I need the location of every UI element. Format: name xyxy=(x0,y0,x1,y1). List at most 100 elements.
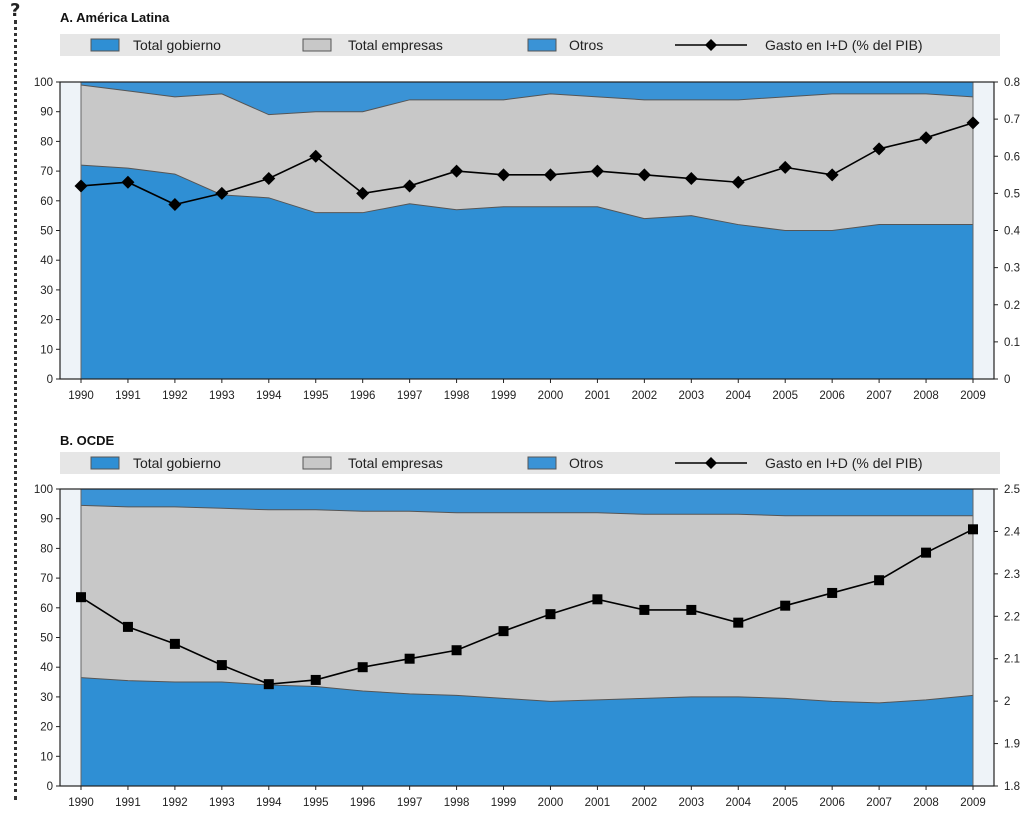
data-point-square xyxy=(122,621,133,632)
x-tick-label: 2009 xyxy=(960,390,986,402)
x-tick-label: 1994 xyxy=(256,390,282,402)
x-tick-label: 2002 xyxy=(632,797,658,809)
x-tick-label: 2008 xyxy=(913,797,939,809)
y-left-tick-label: 70 xyxy=(40,166,53,178)
x-tick-label: 1998 xyxy=(444,797,470,809)
y-right-tick-label: 0.1 xyxy=(1004,337,1020,349)
x-tick-label: 1998 xyxy=(444,390,470,402)
dotted-margin-line xyxy=(14,20,25,800)
chart-title: B. OCDE xyxy=(60,433,115,448)
x-tick-label: 2004 xyxy=(725,797,751,809)
y-right-tick-label: 2 xyxy=(1004,696,1010,708)
data-point-diamond xyxy=(121,175,135,189)
y-left-tick-label: 10 xyxy=(40,751,53,763)
data-point-diamond xyxy=(356,186,370,200)
y-left-tick-label: 10 xyxy=(40,344,53,356)
data-point-diamond xyxy=(919,131,933,145)
y-left-tick-label: 100 xyxy=(34,77,53,89)
y-left-tick-label: 30 xyxy=(40,285,53,297)
y-left-tick-label: 40 xyxy=(40,255,53,267)
data-point-square xyxy=(451,645,462,656)
x-tick-label: 2009 xyxy=(960,797,986,809)
legend-label: Gasto en I+D (% del PIB) xyxy=(765,455,923,471)
x-tick-label: 2003 xyxy=(679,390,705,402)
x-tick-label: 1992 xyxy=(162,390,188,402)
x-tick-label: 1993 xyxy=(209,797,235,809)
plot-edge-strip-right xyxy=(973,82,994,379)
data-point-diamond xyxy=(637,168,651,182)
line-gasto-id xyxy=(80,528,974,685)
boundary-gobierno xyxy=(80,677,974,704)
x-tick-label: 2001 xyxy=(585,797,611,809)
data-point-square xyxy=(169,638,180,649)
legend-swatch xyxy=(90,456,120,470)
data-point-square xyxy=(76,592,86,603)
y-left-tick-label: 30 xyxy=(40,692,53,704)
data-point-diamond xyxy=(309,149,323,163)
y-left-tick-label: 90 xyxy=(40,107,53,119)
data-point-square xyxy=(216,660,227,671)
data-point-diamond xyxy=(497,168,511,182)
y-left-tick-label: 60 xyxy=(40,196,53,208)
x-tick-label: 2000 xyxy=(538,797,564,809)
data-point-square xyxy=(357,662,368,673)
x-tick-label: 2002 xyxy=(632,390,658,402)
chart-panel-1: A. América Latina Total gobierno Total emp… xyxy=(34,10,1021,402)
data-point-diamond xyxy=(825,168,839,182)
legend-swatch xyxy=(302,456,332,470)
data-point-square xyxy=(686,604,697,615)
y-left-tick-label: 60 xyxy=(40,603,53,615)
y-left-tick-label: 50 xyxy=(40,633,53,645)
x-tick-label: 2005 xyxy=(772,797,798,809)
x-tick-label: 2003 xyxy=(679,797,705,809)
data-point-diamond xyxy=(403,179,417,193)
x-tick-label: 1996 xyxy=(350,390,376,402)
data-point-diamond xyxy=(215,186,229,200)
x-tick-label: 1995 xyxy=(303,390,329,402)
data-point-square xyxy=(545,609,556,620)
x-tick-label: 1997 xyxy=(397,797,423,809)
area-otros xyxy=(81,82,973,115)
data-point-square xyxy=(921,547,932,558)
data-point-square xyxy=(592,594,603,605)
x-tick-label: 1999 xyxy=(491,797,517,809)
y-left-tick-label: 50 xyxy=(40,226,53,238)
y-left-tick-label: 0 xyxy=(47,374,53,386)
x-tick-label: 1995 xyxy=(303,797,329,809)
legend-label: Total gobierno xyxy=(133,37,221,53)
x-tick-label: 1999 xyxy=(491,390,517,402)
legend-label: Total empresas xyxy=(348,37,443,53)
data-point-square xyxy=(827,587,838,598)
boundary-empresas xyxy=(80,84,974,116)
y-right-tick-label: 0.7 xyxy=(1004,114,1020,126)
x-tick-label: 1997 xyxy=(397,390,423,402)
y-right-tick-label: 0.6 xyxy=(1004,151,1020,163)
plot-edge-strip-right xyxy=(973,489,994,786)
y-right-tick-label: 2.1 xyxy=(1004,654,1020,666)
x-tick-label: 2006 xyxy=(819,390,845,402)
data-point-square xyxy=(780,600,791,611)
x-tick-label: 2000 xyxy=(538,390,564,402)
x-tick-label: 2004 xyxy=(725,390,751,402)
data-point-diamond xyxy=(74,179,88,193)
line-gasto-id xyxy=(80,122,974,206)
x-tick-label: 1991 xyxy=(115,390,141,402)
y-right-tick-label: 2.4 xyxy=(1004,526,1021,538)
legend-diamond-marker xyxy=(705,39,717,51)
chart-title: A. América Latina xyxy=(60,10,170,25)
data-point-square xyxy=(874,575,885,586)
y-right-tick-label: 2.5 xyxy=(1004,484,1020,496)
y-right-tick-label: 0.3 xyxy=(1004,263,1020,275)
x-tick-label: 1991 xyxy=(115,797,141,809)
data-point-square xyxy=(733,617,744,628)
legend-diamond-marker xyxy=(705,457,717,469)
x-tick-label: 1994 xyxy=(256,797,282,809)
y-left-tick-label: 40 xyxy=(40,662,53,674)
y-right-tick-label: 2.3 xyxy=(1004,569,1020,581)
boundary-gobierno xyxy=(80,164,973,231)
legend-label: Total empresas xyxy=(348,455,443,471)
legend-swatch xyxy=(302,38,332,52)
data-point-square xyxy=(263,679,274,690)
y-left-tick-label: 0 xyxy=(47,781,53,793)
